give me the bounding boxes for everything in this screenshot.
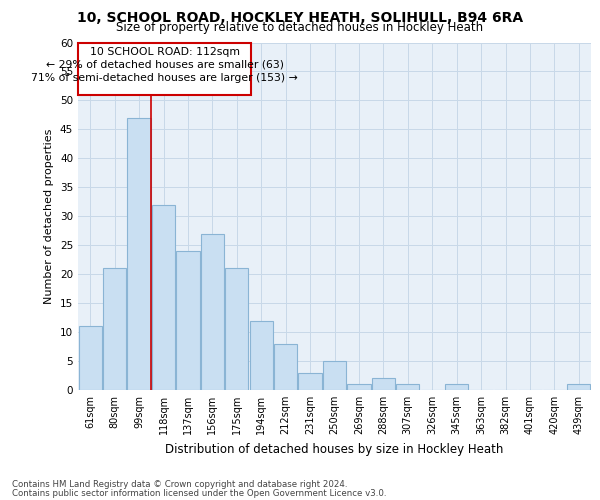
Bar bbox=[567, 384, 590, 390]
Bar bbox=[152, 204, 175, 390]
Text: Size of property relative to detached houses in Hockley Heath: Size of property relative to detached ho… bbox=[116, 21, 484, 34]
Text: 10, SCHOOL ROAD, HOCKLEY HEATH, SOLIHULL, B94 6RA: 10, SCHOOL ROAD, HOCKLEY HEATH, SOLIHULL… bbox=[77, 11, 523, 25]
Bar bbox=[201, 234, 224, 390]
Text: Contains public sector information licensed under the Open Government Licence v3: Contains public sector information licen… bbox=[12, 488, 386, 498]
Bar bbox=[103, 268, 126, 390]
Bar bbox=[79, 326, 102, 390]
Bar bbox=[372, 378, 395, 390]
Bar bbox=[445, 384, 468, 390]
Bar bbox=[298, 372, 322, 390]
Bar bbox=[323, 361, 346, 390]
FancyBboxPatch shape bbox=[78, 42, 251, 94]
Text: ← 29% of detached houses are smaller (63): ← 29% of detached houses are smaller (63… bbox=[46, 60, 284, 70]
Bar bbox=[250, 320, 273, 390]
Text: 71% of semi-detached houses are larger (153) →: 71% of semi-detached houses are larger (… bbox=[31, 72, 298, 83]
Y-axis label: Number of detached properties: Number of detached properties bbox=[44, 128, 55, 304]
Bar bbox=[225, 268, 248, 390]
Text: Contains HM Land Registry data © Crown copyright and database right 2024.: Contains HM Land Registry data © Crown c… bbox=[12, 480, 347, 489]
Text: 10 SCHOOL ROAD: 112sqm: 10 SCHOOL ROAD: 112sqm bbox=[90, 47, 240, 57]
Bar bbox=[347, 384, 371, 390]
Bar bbox=[274, 344, 297, 390]
X-axis label: Distribution of detached houses by size in Hockley Heath: Distribution of detached houses by size … bbox=[166, 442, 503, 456]
Bar bbox=[396, 384, 419, 390]
Bar bbox=[176, 251, 200, 390]
Bar bbox=[127, 118, 151, 390]
